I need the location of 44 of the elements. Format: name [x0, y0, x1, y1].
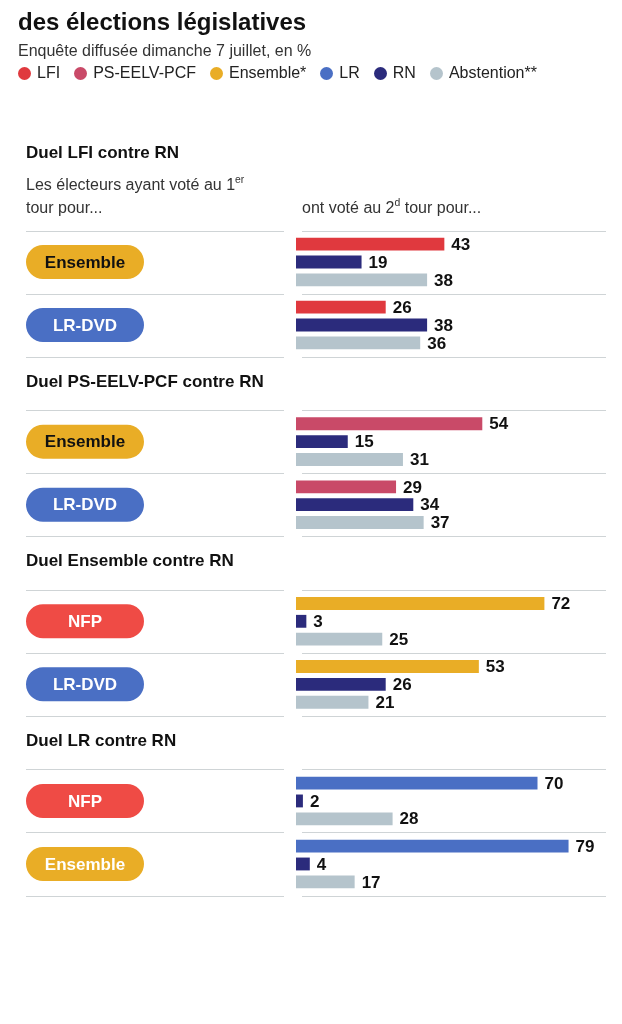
data-label: 28 — [399, 809, 419, 829]
legend-label: Ensemble* — [228, 64, 307, 82]
data-label: 29 — [403, 477, 422, 497]
legend-label: RN — [392, 64, 416, 82]
data-label: 54 — [489, 414, 509, 434]
data-label: 53 — [485, 657, 505, 677]
data-label: 2 — [309, 791, 320, 811]
data-label: 19 — [368, 252, 388, 272]
y-tick-label: Ensemble — [44, 432, 126, 452]
text: Duel LR contre RN — [26, 731, 177, 751]
data-label: 3 — [313, 611, 323, 631]
text: Duel LFI contre RN — [26, 143, 180, 163]
data-label: 37 — [430, 513, 450, 533]
data-label: 72 — [551, 594, 571, 614]
legend-label: PS-EELV-PCF — [93, 64, 196, 82]
data-label: 4 — [316, 854, 327, 874]
chart-title: des élections législatives — [18, 8, 308, 36]
legend-label: Abstention** — [448, 64, 537, 82]
data-label: 38 — [434, 315, 454, 335]
text: Duel PS-EELV-PCF contre RN — [26, 371, 264, 391]
data-label: 38 — [434, 270, 454, 290]
data-label: 15 — [354, 432, 374, 452]
data-label: 79 — [575, 836, 595, 856]
y-tick-label: LR-DVD — [52, 315, 118, 335]
y-tick-label: Ensemble — [44, 252, 126, 272]
legend-label: LFI — [37, 64, 61, 82]
data-label: 25 — [389, 629, 409, 649]
y-tick-label: LR-DVD — [52, 675, 118, 695]
data-label: 34 — [420, 495, 440, 515]
data-label: 36 — [427, 333, 447, 353]
data-label: 21 — [375, 692, 395, 712]
legend-label: LR — [339, 64, 360, 82]
data-label: 26 — [392, 297, 412, 317]
text: Enquête diffusée dimanche 7 juillet, en % — [18, 42, 313, 60]
y-tick-label: Ensemble — [44, 854, 126, 874]
y-tick-label: NFP — [68, 611, 102, 631]
data-label: 17 — [361, 872, 381, 892]
y-tick-label: NFP — [68, 791, 102, 811]
text: Duel Ensemble contre RN — [26, 551, 234, 571]
data-label: 43 — [451, 234, 471, 254]
data-label: 26 — [392, 675, 412, 695]
y-tick-label: LR-DVD — [52, 495, 118, 515]
data-label: 70 — [544, 773, 564, 793]
data-label: 31 — [409, 450, 429, 470]
